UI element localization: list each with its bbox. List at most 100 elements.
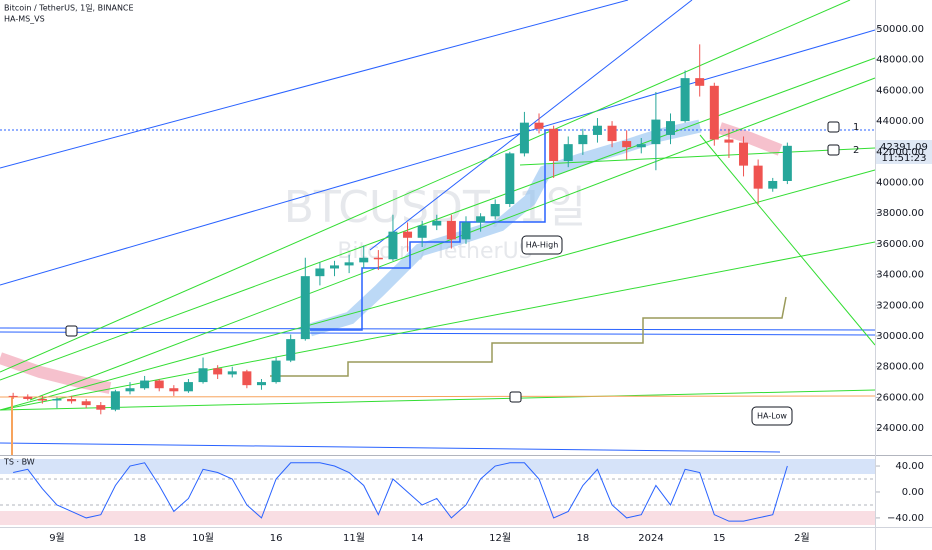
candle-body [446, 220, 456, 240]
candle-body [578, 134, 588, 145]
candle-body [709, 85, 719, 140]
candle-body [315, 268, 325, 277]
callout-label: HA-Low [757, 412, 787, 421]
hline [0, 395, 876, 398]
ribbon-red [0, 352, 112, 394]
y-tick-label: 48000.00 [876, 55, 924, 66]
candle-body [125, 388, 135, 392]
y-tick-label: 40000.00 [876, 178, 924, 189]
indicator-name: HA-MS_VS [4, 15, 45, 24]
candle-body [476, 216, 486, 223]
candle-body [373, 257, 383, 260]
candle-body [8, 395, 18, 397]
x-tick-label: 14 [411, 533, 424, 544]
y-tick-label: 42000.00 [876, 147, 924, 158]
y-tick-label: 34000.00 [876, 270, 924, 281]
candle-body [534, 122, 544, 129]
candle-body [300, 276, 310, 340]
candle-body [403, 231, 413, 238]
y-tick-label: 46000.00 [876, 85, 924, 96]
candle-body [782, 145, 792, 181]
x-tick-label: 18 [576, 533, 589, 544]
ha-high-step [310, 129, 560, 331]
hline [0, 327, 876, 331]
candle-body [490, 204, 500, 217]
y-tick-label: 32000.00 [876, 300, 924, 311]
overbought-band [0, 459, 875, 474]
candle-body [651, 119, 661, 145]
candle-body [519, 122, 529, 154]
candle-body [622, 141, 632, 148]
y-tick-label: 28000.00 [876, 362, 924, 373]
candle-body [549, 128, 559, 162]
candle-body [169, 388, 179, 392]
candle-body [154, 380, 164, 389]
candle-body [665, 121, 675, 135]
y-tick-label: 38000.00 [876, 208, 924, 219]
candle-body [242, 371, 252, 386]
candle-body [592, 125, 602, 135]
trendline [0, 29, 876, 286]
trendline [0, 389, 876, 411]
candle-body [461, 222, 471, 240]
trendline [699, 134, 876, 346]
candle-body [344, 262, 354, 266]
trendline [519, 147, 876, 166]
candle-body [271, 360, 281, 383]
check-icon [509, 391, 522, 403]
callout-label: HA-High [526, 241, 559, 250]
y-tick-label: 24000.00 [876, 423, 924, 434]
x-tick-label: 11월 [343, 532, 365, 544]
panel-title: TS · BW [3, 458, 35, 467]
candle-body [432, 220, 442, 226]
candle-body [37, 398, 47, 401]
candle-body [183, 382, 193, 392]
candle-body [213, 368, 223, 375]
candle-body [110, 391, 120, 410]
y-tick-label: 30000.00 [876, 331, 924, 342]
y-tick-label: 26000.00 [876, 392, 924, 403]
candle-body [753, 165, 763, 189]
y-tick-label: 50000.00 [876, 24, 924, 35]
candle-body [23, 396, 33, 399]
candle-body [695, 78, 705, 86]
y-tick-label: 40.00 [895, 461, 924, 472]
x-tick-label: 10월 [192, 532, 214, 544]
candle-body [67, 398, 77, 402]
candle-body [140, 380, 150, 389]
candle-body [505, 153, 515, 205]
candle-body [417, 225, 427, 238]
candle-body [81, 401, 91, 406]
x-tick-label: 2024 [638, 533, 663, 544]
candle-body [680, 78, 690, 122]
y-tick-label: 36000.00 [876, 239, 924, 250]
oscillator-line [13, 462, 788, 522]
marker-label: 1 [853, 122, 859, 133]
candle-body [330, 265, 340, 269]
check-icon [827, 121, 840, 133]
check-icon [65, 325, 78, 337]
x-tick-label: 12월 [489, 532, 511, 544]
ribbon-red [718, 122, 783, 156]
trendline [0, 57, 876, 381]
x-tick-label: 9월 [49, 532, 65, 544]
candle-body [52, 398, 62, 401]
candle-body [636, 144, 646, 148]
x-tick-label: 2월 [794, 532, 810, 544]
x-tick-label: 16 [270, 533, 283, 544]
candle-body [286, 339, 296, 361]
countdown: 11:51:23 [882, 153, 927, 164]
y-tick-label: −40.00 [887, 513, 924, 524]
candle-body [227, 371, 237, 375]
trendline [0, 169, 876, 411]
candle-body [96, 405, 106, 410]
oversold-band [0, 511, 875, 525]
last-price: 42391.09 [880, 142, 928, 153]
candle-body [388, 231, 398, 260]
candle-body [768, 180, 778, 189]
trendline [369, 0, 693, 251]
callout-box [521, 235, 563, 255]
